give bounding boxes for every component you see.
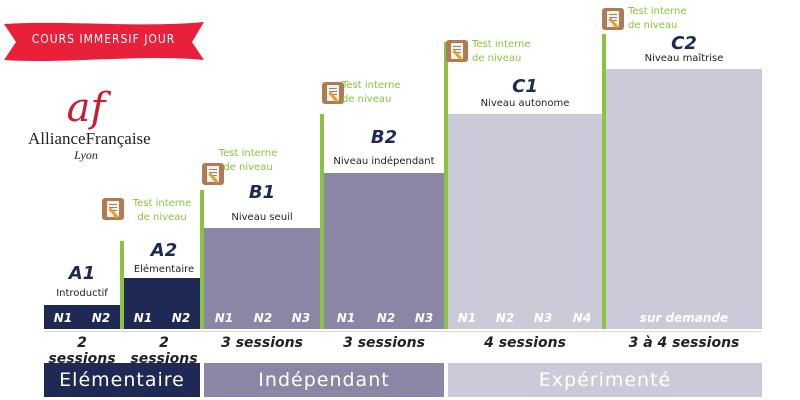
test-label-line2: de niveau bbox=[223, 162, 273, 173]
level-c1-cell: N2 bbox=[495, 311, 515, 325]
level-b1-name: Niveau seuil bbox=[231, 212, 293, 223]
category-independant: Indépendant bbox=[204, 363, 444, 397]
level-c2-cell: sur demande bbox=[639, 311, 729, 325]
test-label-line2: de niveau bbox=[342, 94, 392, 105]
level-c2-block bbox=[606, 69, 762, 329]
level-a1-code: A1 bbox=[68, 263, 96, 284]
test-label-line1: Test interne bbox=[132, 198, 192, 209]
test-marker-line bbox=[200, 190, 204, 329]
test-marker-line bbox=[602, 34, 606, 329]
level-b1-cell: N1 bbox=[214, 311, 234, 325]
level-b2-block bbox=[324, 173, 444, 329]
test-label-line2: de niveau bbox=[628, 20, 678, 31]
level-c1-block bbox=[448, 114, 602, 329]
test-label: Test interne de niveau bbox=[628, 5, 698, 33]
level-a2-cell: N1 bbox=[133, 311, 153, 325]
test-document-icon bbox=[322, 82, 344, 104]
level-c1-sessions: 4 sessions bbox=[484, 335, 566, 351]
alliance-francaise-logo: af AllianceFrançaise Lyon bbox=[28, 85, 151, 162]
logo-city: Lyon bbox=[74, 148, 98, 162]
level-c1-cell: N4 bbox=[572, 311, 592, 325]
test-document-icon bbox=[446, 40, 468, 62]
level-a1-cell: N2 bbox=[91, 311, 111, 325]
level-a1-name: Introductif bbox=[56, 288, 108, 299]
test-label: Test interne de niveau bbox=[472, 38, 542, 66]
level-a1-block bbox=[44, 305, 120, 329]
divider bbox=[44, 331, 762, 332]
logo-mark: af bbox=[66, 85, 106, 131]
level-b2-code: B2 bbox=[370, 127, 398, 148]
test-label: Test interne de niveau bbox=[210, 147, 286, 175]
test-document-icon bbox=[202, 163, 224, 185]
level-c2-sessions: 3 à 4 sessions bbox=[628, 335, 740, 351]
level-c1-name: Niveau autonome bbox=[480, 98, 570, 109]
level-b2-cell: N1 bbox=[336, 311, 356, 325]
category-elementaire: Elémentaire bbox=[44, 363, 200, 397]
level-a2-name: Elémentaire bbox=[133, 264, 195, 275]
test-marker-line bbox=[444, 42, 448, 329]
level-c2-code: C2 bbox=[671, 33, 697, 54]
test-label-line1: Test interne bbox=[628, 6, 687, 17]
level-b1-code: B1 bbox=[248, 182, 276, 203]
test-label: Test interne de niveau bbox=[342, 79, 412, 107]
course-banner: COURS IMMERSIF JOUR bbox=[2, 20, 205, 64]
banner-title: COURS IMMERSIF JOUR bbox=[31, 32, 176, 46]
test-label-line1: Test interne bbox=[218, 148, 278, 159]
level-a2-code: A2 bbox=[150, 240, 178, 261]
test-label-line1: Test interne bbox=[342, 80, 401, 91]
test-document-icon bbox=[102, 198, 124, 220]
test-document-icon bbox=[602, 8, 624, 30]
level-a2-cell: N2 bbox=[171, 311, 191, 325]
level-a2-block bbox=[124, 278, 200, 329]
level-c1-cell: N3 bbox=[533, 311, 553, 325]
test-label-line2: de niveau bbox=[137, 212, 187, 223]
level-b1-sessions: 3 sessions bbox=[221, 335, 303, 351]
level-b2-cell: N2 bbox=[376, 311, 396, 325]
level-a1-cell: N1 bbox=[53, 311, 73, 325]
test-label: Test interne de niveau bbox=[124, 197, 200, 225]
level-b2-name: Niveau indépendant bbox=[333, 156, 435, 167]
level-b1-block bbox=[204, 228, 320, 329]
logo-name: AllianceFrançaise bbox=[28, 129, 151, 148]
level-c2-name: Niveau maîtrise bbox=[644, 53, 724, 64]
level-b1-cell: N2 bbox=[253, 311, 273, 325]
level-b1-cell: N3 bbox=[291, 311, 311, 325]
level-b2-cell: N3 bbox=[414, 311, 434, 325]
ribbon-shape bbox=[4, 22, 204, 61]
test-marker-line bbox=[320, 114, 324, 329]
level-c1-code: C1 bbox=[512, 76, 538, 97]
level-c1-cell: N1 bbox=[457, 311, 477, 325]
category-experimente: Expérimenté bbox=[448, 363, 762, 397]
test-label-line1: Test interne bbox=[472, 39, 531, 50]
level-b2-sessions: 3 sessions bbox=[343, 335, 425, 351]
test-label-line2: de niveau bbox=[472, 53, 522, 64]
test-marker-line bbox=[120, 241, 124, 329]
